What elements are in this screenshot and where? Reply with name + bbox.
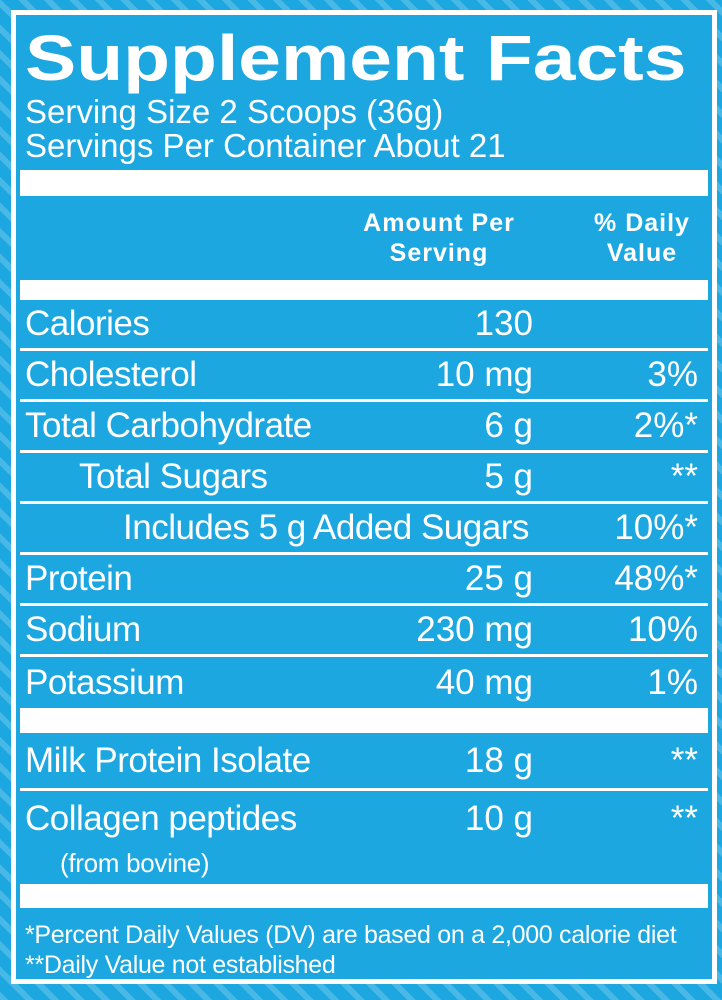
daily-value-header: % Daily Value [562, 208, 722, 268]
serving-size: Serving Size 2 Scoops (36g) [25, 93, 444, 130]
collagen-row: Collagen peptides 10 g ** [20, 791, 708, 846]
nutrient-label: Sodium [25, 610, 141, 649]
footnotes: *Percent Daily Values (DV) are based on … [16, 908, 712, 980]
table-row: Calories 130 [20, 300, 708, 351]
separator-bar [20, 170, 708, 196]
nutrient-label: Includes 5 g Added Sugars [123, 508, 529, 547]
table-row: Cholesterol 10 mg 3% [20, 351, 708, 402]
dv-header-line2: Value [606, 239, 678, 267]
nutrient-amount: 25 g [464, 559, 533, 598]
nutrient-label: Cholesterol [25, 355, 197, 394]
nutrient-label: Milk Protein Isolate [25, 740, 311, 780]
amount-per-serving-header: Amount Per Serving [309, 208, 569, 268]
table-row: Includes 5 g Added Sugars 10%* [20, 504, 708, 555]
nutrient-amount: 10 mg [435, 355, 533, 394]
servings-per-container: Servings Per Container About 21 [25, 127, 506, 164]
table-row: Milk Protein Isolate 18 g ** [20, 733, 708, 791]
separator-bar [20, 280, 708, 300]
nutrient-amount: 130 [474, 304, 533, 343]
nutrient-amount: 18 g [464, 740, 533, 780]
nutrient-amount: 6 g [484, 406, 533, 445]
nutrient-amount: 10 g [464, 798, 533, 838]
nutrient-dv: 10% [627, 610, 698, 649]
table-row: Collagen peptides 10 g ** (from bovine) [16, 791, 712, 884]
nutrient-dv: 10%* [614, 508, 698, 547]
nutrient-label: Total Sugars [79, 457, 268, 496]
page-title: Supplement Facts [25, 22, 687, 94]
dv-header-line1: % Daily [594, 209, 690, 237]
table-row: Protein 25 g 48%* [20, 555, 708, 606]
table-row: Total Carbohydrate 6 g 2%* [20, 402, 708, 453]
title-wrap: Supplement Facts [16, 15, 712, 95]
separator-bar [20, 708, 708, 733]
table-row: Sodium 230 mg 10% [20, 606, 708, 657]
nutrient-amount: 230 mg [416, 610, 533, 649]
separator-bar [20, 884, 708, 908]
nutrient-amount: 40 mg [435, 662, 533, 702]
nutrient-label: Calories [25, 304, 150, 343]
nutrient-label: Total Carbohydrate [25, 406, 312, 445]
nutrient-table: Calories 130 Cholesterol 10 mg 3% Total … [20, 300, 708, 708]
nutrient-dv: 2%* [633, 406, 698, 445]
nutrient-source-note: (from bovine) [60, 848, 210, 878]
nutrient-label: Collagen peptides [25, 798, 297, 838]
amount-header-line1: Amount Per [363, 209, 515, 237]
table-row: Potassium 40 mg 1% [20, 657, 708, 708]
serving-info: Serving Size 2 Scoops (36g) Servings Per… [16, 95, 712, 163]
nutrient-dv: 48%* [614, 559, 698, 598]
footnote-not-established: **Daily Value not established [25, 951, 336, 979]
nutrient-dv: ** [670, 457, 698, 496]
nutrient-dv: 3% [647, 355, 698, 394]
nutrient-amount: 5 g [484, 457, 533, 496]
supplement-facts-panel: Supplement Facts Serving Size 2 Scoops (… [11, 10, 717, 984]
nutrient-label: Protein [25, 559, 133, 598]
table-header: Amount Per Serving % Daily Value [16, 196, 712, 280]
table-row: Total Sugars 5 g ** [20, 453, 708, 504]
nutrient-dv: ** [670, 740, 698, 780]
nutrient-dv: 1% [647, 662, 698, 702]
footnote-daily-value: *Percent Daily Values (DV) are based on … [25, 921, 677, 949]
nutrient-dv: ** [670, 798, 698, 838]
nutrient-label: Potassium [25, 662, 184, 702]
amount-header-line2: Serving [389, 239, 489, 267]
